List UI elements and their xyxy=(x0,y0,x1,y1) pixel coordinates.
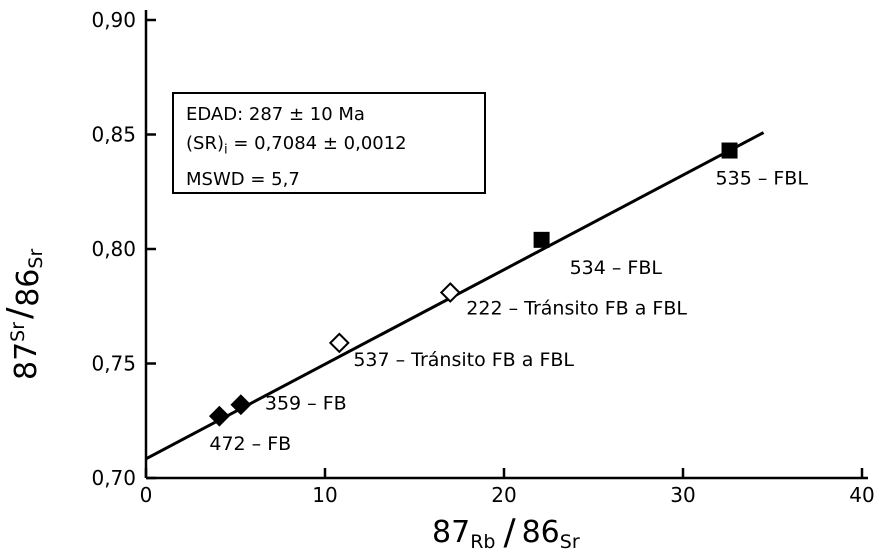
isochron-info-box: EDAD: 287 ± 10 Ma (SR)i = 0,7084 ± 0,001… xyxy=(172,92,486,194)
point-label: 472 – FB xyxy=(209,433,291,455)
y-tick-label: 0,80 xyxy=(91,237,136,261)
data-points xyxy=(208,142,738,427)
initial-ratio-value: = 0,7084 ± 0,0012 xyxy=(227,133,407,154)
point-label: 535 – FBL xyxy=(716,168,809,190)
x-label-num-a: 87 xyxy=(432,515,470,550)
filled-diamond-marker xyxy=(208,405,230,427)
initial-ratio-prefix: (SR) xyxy=(186,133,224,154)
filled-square-marker xyxy=(721,142,738,159)
y-label-sub-b: Sr xyxy=(25,249,46,269)
x-tick-label: 20 xyxy=(491,483,516,507)
open-diamond-marker xyxy=(439,282,461,303)
y-tick-label: 0,85 xyxy=(91,123,136,147)
y-axis-label: 87Sr/86Sr xyxy=(6,249,46,380)
x-tick-label: 0 xyxy=(140,483,153,507)
svg-text:87Rb/86Sr: 87Rb/86Sr xyxy=(432,512,580,552)
y-tick-label: 0,75 xyxy=(91,352,136,376)
axes xyxy=(144,10,868,480)
point-label: 359 – FB xyxy=(265,393,347,415)
x-axis-label: 87Rb/86Sr xyxy=(432,512,580,552)
x-label-num-b: 86 xyxy=(522,515,560,550)
y-label-sub-a: Sr xyxy=(7,322,29,342)
x-tick-label: 30 xyxy=(670,483,695,507)
x-label-sub-b: Sr xyxy=(560,531,580,552)
y-label-num-b: 86 xyxy=(11,269,46,307)
point-label: 537 – Tránsito FB a FBL xyxy=(353,349,574,371)
point-labels: 472 – FB 359 – FB 537 – Tránsito FB a FBL 2… xyxy=(209,168,808,456)
open-diamond-marker xyxy=(328,332,350,354)
initial-ratio-text: (SR)i = 0,7084 ± 0,0012 xyxy=(186,129,484,165)
x-label-sub-a: Rb xyxy=(470,531,495,552)
y-tick-label: 0,90 xyxy=(91,8,136,32)
y-tick-label: 0,70 xyxy=(91,466,136,490)
filled-square-marker xyxy=(533,231,550,248)
point-label: 222 – Tránsito FB a FBL xyxy=(466,298,687,320)
y-ticks: 0,70 0,75 0,80 0,85 0,90 xyxy=(91,8,156,490)
x-tick-label: 10 xyxy=(312,483,337,507)
svg-text:87Sr/86Sr: 87Sr/86Sr xyxy=(6,249,46,380)
initial-ratio-subscript: i xyxy=(223,142,228,158)
age-text: EDAD: 287 ± 10 Ma xyxy=(186,104,365,125)
filled-diamond-marker xyxy=(230,394,252,416)
y-label-num-a: 87 xyxy=(9,342,44,380)
x-ticks: 0 10 20 30 40 xyxy=(140,468,875,507)
mswd-text: MSWD = 5,7 xyxy=(186,168,300,190)
x-tick-label: 40 xyxy=(849,483,874,507)
point-label: 534 – FBL xyxy=(570,257,663,279)
